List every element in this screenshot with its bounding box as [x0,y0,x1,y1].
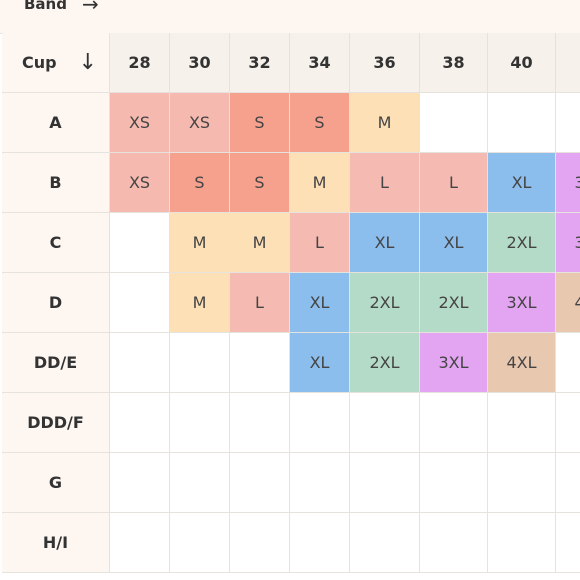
size-cell [488,453,556,513]
size-cell [420,93,488,153]
size-cell: XL [488,153,556,213]
size-cell [420,393,488,453]
band-header: 28 [110,33,170,93]
size-cell: M [170,213,230,273]
size-cell [110,333,170,393]
size-cell [556,393,580,453]
cup-label: C [2,213,110,273]
size-cell [110,213,170,273]
size-cell: 2XL [488,213,556,273]
size-cell: 3XL [556,213,580,273]
size-cell [110,513,170,573]
cup-header: Cup ↓ [2,33,110,93]
size-cell: M [350,93,420,153]
size-cell [488,513,556,573]
size-cell: 2XL [350,333,420,393]
size-cell: L [420,153,488,213]
cup-label: B [2,153,110,213]
size-cell: XL [350,213,420,273]
band-header: 34 [290,33,350,93]
size-cell: XL [290,333,350,393]
band-header: 38 [420,33,488,93]
size-cell: 2XL [420,273,488,333]
cup-label: A [2,93,110,153]
size-cell: M [290,153,350,213]
band-label: Band [24,0,67,13]
size-cell [170,393,230,453]
size-cell: S [290,93,350,153]
size-cell [170,453,230,513]
size-cell [556,93,580,153]
size-cell [170,333,230,393]
band-arrow: → [82,0,99,16]
size-cell: XS [170,93,230,153]
size-cell: XS [110,153,170,213]
band-header: 36 [350,33,420,93]
size-cell: XL [420,213,488,273]
size-cell [488,393,556,453]
cup-label: DDD/F [2,393,110,453]
cup-label: H/I [2,513,110,573]
cup-arrow: ↓ [78,50,98,75]
size-cell [556,333,580,393]
size-cell [350,453,420,513]
size-cell [350,393,420,453]
band-bar: Band → [0,0,580,34]
size-cell: S [230,153,290,213]
size-cell: 4XL [556,273,580,333]
size-cell [420,453,488,513]
band-header: 32 [230,33,290,93]
size-cell [290,453,350,513]
cup-label: G [2,453,110,513]
size-cell: S [230,93,290,153]
size-cell [290,513,350,573]
size-cell: XL [290,273,350,333]
size-cell [420,513,488,573]
cup-label: Cup [22,53,57,72]
size-cell: 3XL [488,273,556,333]
size-cell: L [230,273,290,333]
size-cell: L [290,213,350,273]
size-cell: 3XL [420,333,488,393]
size-cell [290,393,350,453]
band-header [556,33,580,93]
size-cell [230,333,290,393]
size-cell: S [170,153,230,213]
size-cell [110,393,170,453]
band-header: 30 [170,33,230,93]
size-cell: 2XL [350,273,420,333]
size-cell: 3XL [556,153,580,213]
size-cell [556,453,580,513]
size-cell [230,393,290,453]
size-cell [110,453,170,513]
cup-label: D [2,273,110,333]
band-header: 40 [488,33,556,93]
size-cell: M [170,273,230,333]
size-cell [170,513,230,573]
size-cell: M [230,213,290,273]
size-cell: 4XL [488,333,556,393]
size-cell [230,453,290,513]
size-cell: XS [110,93,170,153]
size-cell: L [350,153,420,213]
size-cell [350,513,420,573]
size-cell [556,513,580,573]
size-cell [110,273,170,333]
size-cell [230,513,290,573]
size-cell [488,93,556,153]
cup-label: DD/E [2,333,110,393]
